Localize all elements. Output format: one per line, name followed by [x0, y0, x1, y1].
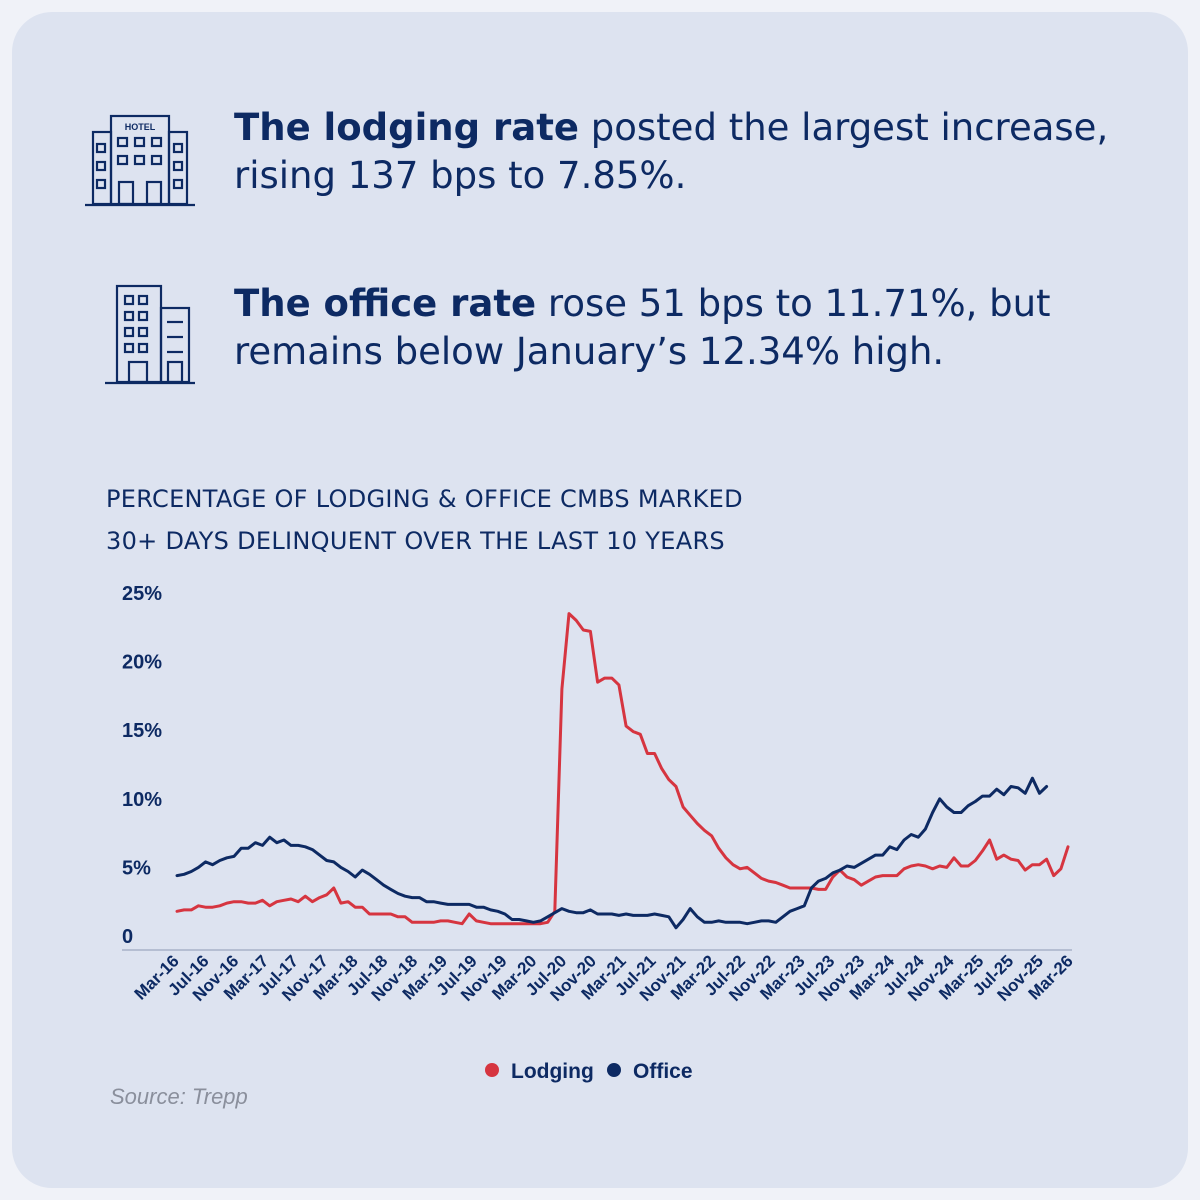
infographic-card	[12, 12, 1188, 1188]
chart-title-line-1: PERCENTAGE OF LODGING & OFFICE CMBS MARK…	[106, 485, 743, 513]
source-note: Source: Trepp	[110, 1084, 248, 1109]
series-line-office	[175, 776, 1049, 930]
lodging-stat: The lodging rate posted the largest incr…	[234, 104, 1114, 200]
office-stat-bold: The office rate	[234, 282, 537, 325]
lodging-stat-text: posted the largest increase, rising 137 …	[234, 106, 1109, 197]
legend-label-office: Office	[633, 1060, 693, 1083]
y-tick-label: 15%	[122, 720, 162, 742]
y-tick-label: 0	[122, 926, 133, 948]
y-tick-label: 20%	[122, 652, 162, 674]
y-tick-label: 10%	[122, 789, 162, 811]
legend-marker-lodging	[485, 1063, 499, 1077]
hotel-sign-text: HOTEL	[125, 122, 156, 132]
y-tick-label: 5%	[122, 857, 151, 879]
office-building-icon	[105, 284, 195, 385]
office-stat: The office rate rose 51 bps to 11.71%, b…	[234, 280, 1114, 376]
legend-label-lodging: Lodging	[511, 1060, 594, 1083]
legend-marker-office	[607, 1063, 621, 1077]
lodging-stat-bold: The lodging rate	[234, 106, 580, 149]
office-stat-text: rose 51 bps to 11.71%, but remains below…	[234, 282, 1051, 373]
series-line-lodging	[175, 612, 1070, 926]
chart-title: PERCENTAGE OF LODGING & OFFICE CMBS MARK…	[106, 478, 1006, 562]
chart-title-line-2: 30+ DAYS DELINQUENT OVER THE LAST 10 YEA…	[106, 527, 725, 555]
y-tick-label: 25%	[122, 583, 162, 605]
hotel-building-icon: HOTEL	[85, 114, 195, 207]
